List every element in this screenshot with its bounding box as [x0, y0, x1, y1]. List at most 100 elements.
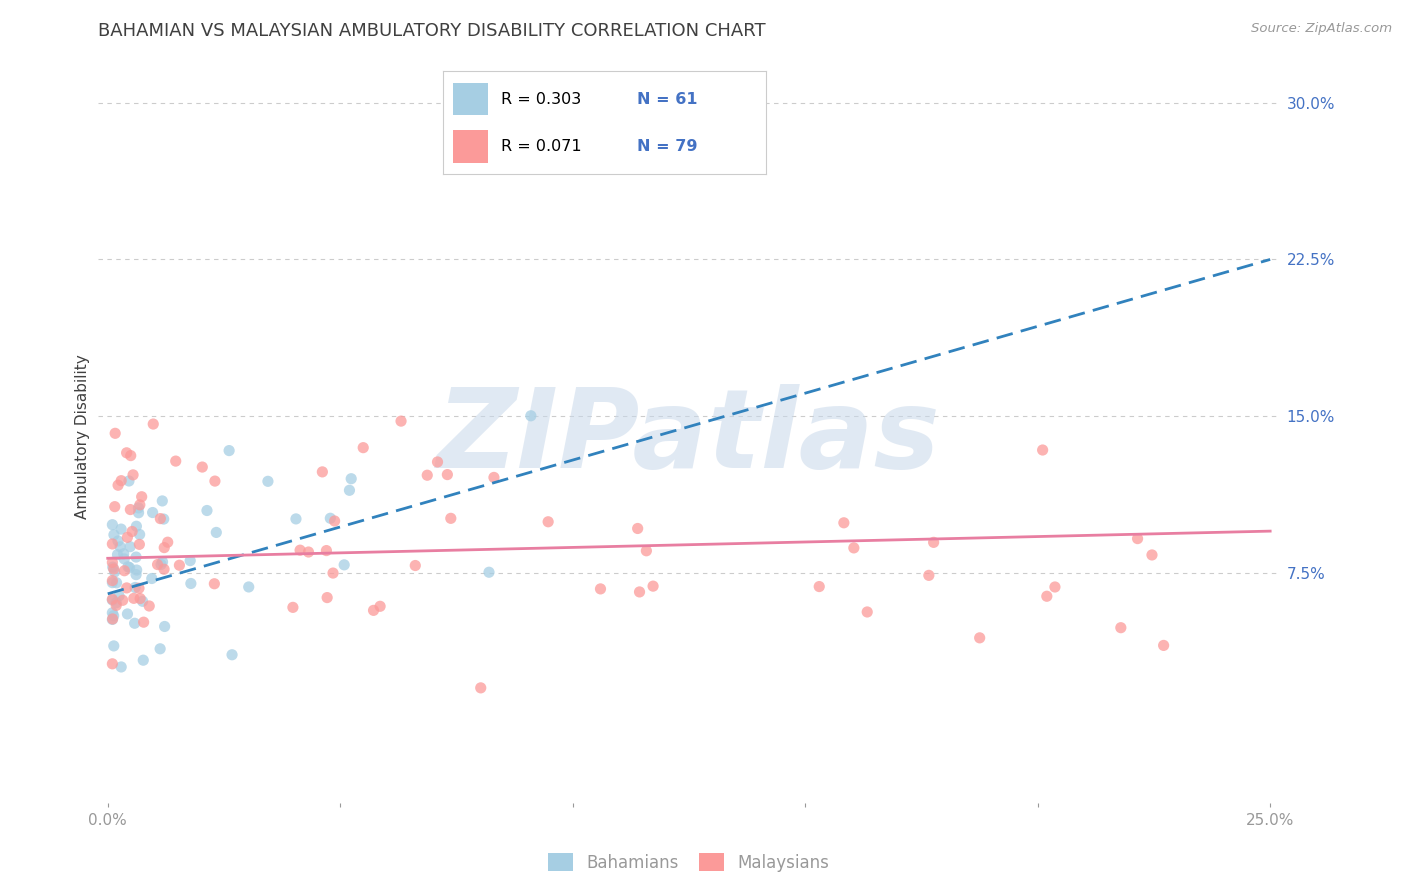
Point [128, 581, 150, 595]
Point [440, 511, 463, 525]
Point [478, 566, 501, 580]
Point [537, 515, 560, 529]
Point [142, 506, 165, 520]
Point [152, 512, 174, 526]
Point [1043, 580, 1066, 594]
Point [110, 660, 132, 674]
Point [121, 524, 143, 539]
Point [1153, 639, 1175, 653]
Point [129, 591, 152, 606]
Point [112, 547, 135, 561]
Point [117, 607, 139, 621]
Point [918, 568, 941, 582]
Point [288, 543, 311, 558]
Point [339, 483, 361, 498]
Point [221, 648, 243, 662]
Point [120, 540, 142, 554]
Point [117, 530, 139, 544]
Point [103, 562, 125, 576]
Point [482, 470, 505, 484]
Point [118, 560, 141, 574]
Point [436, 467, 458, 482]
Point [153, 619, 176, 633]
Point [333, 558, 356, 572]
Point [149, 511, 172, 525]
Point [111, 593, 134, 607]
Bar [453, 83, 488, 115]
Point [101, 593, 124, 607]
Point [101, 537, 124, 551]
Bar [453, 130, 488, 162]
Point [115, 446, 138, 460]
Point [238, 580, 260, 594]
Text: BAHAMIAN VS MALAYSIAN AMBULATORY DISABILITY CORRELATION CHART: BAHAMIAN VS MALAYSIAN AMBULATORY DISABIL… [98, 22, 766, 40]
Point [368, 599, 391, 614]
Point [101, 574, 124, 588]
Point [120, 502, 142, 516]
Y-axis label: Ambulatory Disability: Ambulatory Disability [75, 355, 90, 519]
Point [389, 414, 412, 428]
Point [112, 552, 135, 566]
Point [101, 657, 124, 671]
Point [323, 514, 346, 528]
Point [104, 426, 127, 441]
Point [589, 582, 612, 596]
Point [311, 465, 333, 479]
Legend: Bahamians, Malaysians: Bahamians, Malaysians [541, 847, 837, 879]
Point [105, 596, 128, 610]
Point [470, 681, 492, 695]
Point [636, 543, 658, 558]
Point [103, 608, 125, 623]
Point [281, 600, 304, 615]
Point [316, 591, 339, 605]
Point [352, 441, 374, 455]
Point [808, 580, 831, 594]
Point [195, 503, 218, 517]
Point [315, 543, 337, 558]
Point [122, 467, 145, 482]
Point [124, 581, 146, 595]
Point [832, 516, 855, 530]
Point [628, 585, 651, 599]
Point [132, 653, 155, 667]
Point [856, 605, 879, 619]
Point [101, 606, 124, 620]
Point [124, 616, 146, 631]
Point [153, 562, 176, 576]
Point [128, 537, 150, 551]
Point [101, 556, 124, 570]
Point [922, 535, 945, 549]
Point [191, 460, 214, 475]
Point [142, 417, 165, 431]
Point [112, 564, 135, 578]
Point [1140, 548, 1163, 562]
Point [204, 474, 226, 488]
Point [103, 639, 125, 653]
Point [101, 560, 124, 574]
Point [202, 576, 225, 591]
Text: N = 79: N = 79 [637, 139, 697, 153]
Point [117, 559, 139, 574]
Point [218, 443, 240, 458]
Point [125, 519, 148, 533]
Point [969, 631, 991, 645]
Point [319, 511, 342, 525]
Point [641, 579, 664, 593]
Point [416, 468, 439, 483]
Point [180, 576, 202, 591]
Point [108, 540, 131, 554]
Point [101, 575, 124, 590]
Point [169, 558, 191, 573]
Point [1126, 532, 1149, 546]
Point [118, 474, 141, 488]
Point [101, 612, 124, 626]
Text: ZIPatlas: ZIPatlas [437, 384, 941, 491]
Point [205, 525, 228, 540]
Point [131, 594, 153, 608]
Point [105, 575, 128, 590]
Point [165, 454, 187, 468]
Point [141, 572, 163, 586]
Point [363, 603, 385, 617]
Point [627, 521, 650, 535]
Point [152, 555, 174, 569]
